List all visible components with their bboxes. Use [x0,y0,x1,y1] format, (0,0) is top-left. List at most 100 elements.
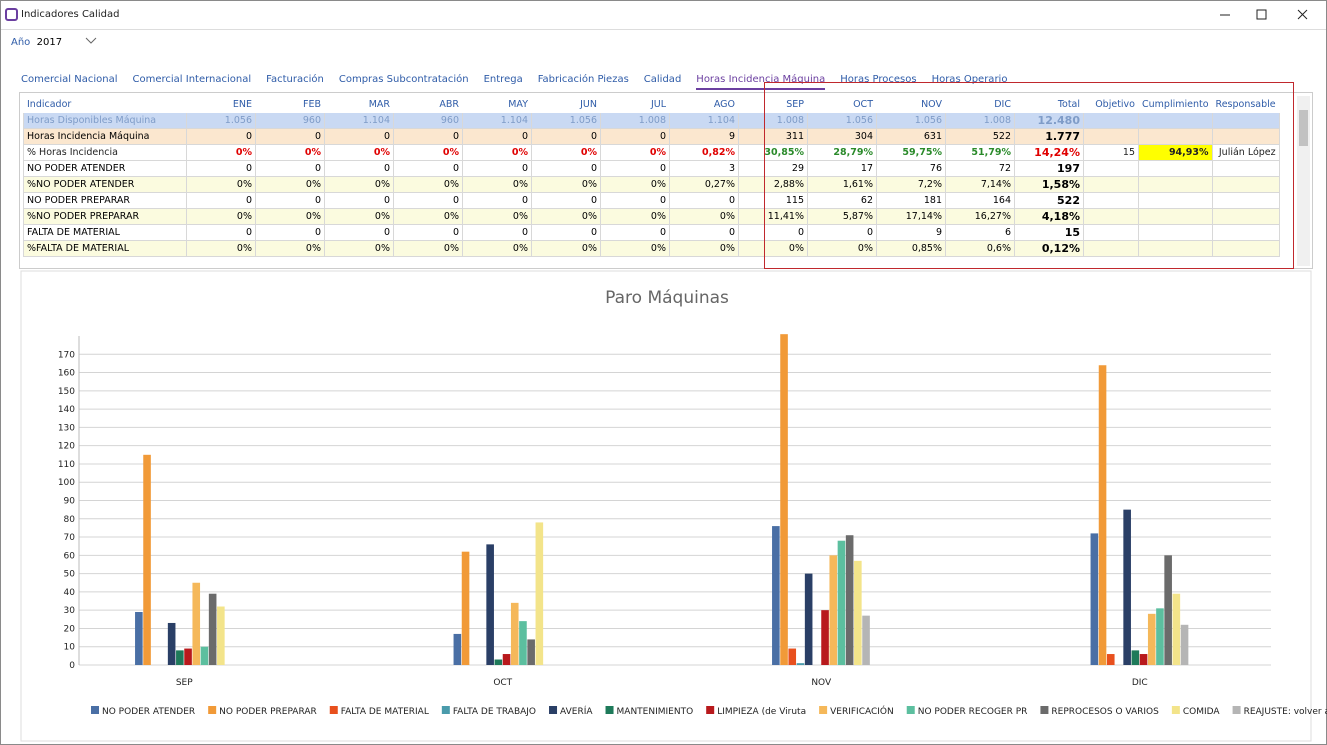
bar [829,555,838,665]
table-cell: 0 [393,192,463,209]
table-cell: 0,27% [669,176,739,193]
bar [143,454,151,665]
table-cell: 0% [600,208,670,225]
legend-label: AVERÍA [560,705,593,717]
year-filter[interactable]: Año 2017 [11,37,97,48]
table-cell: 1.056 [186,112,256,129]
tab[interactable]: Horas Operario [931,74,1008,85]
table-cell: 0 [531,160,601,177]
tab[interactable]: Fabricación Piezas [537,74,629,85]
table-cell: 0 [600,224,670,241]
table-cell: 960 [393,112,463,129]
legend-label: MANTENIMIENTO [617,707,694,717]
table-cell: 0 [531,128,601,145]
tab[interactable]: Horas Incidencia Máquina [696,74,826,90]
table-cell: 1.777 [1014,128,1084,145]
legend-label: FALTA DE TRABAJO [453,707,536,717]
legend-swatch [441,706,450,714]
y-tick-label: 20 [64,624,76,634]
table-cell: 0% [186,144,256,161]
table-cell: 0% [531,240,601,257]
bar [519,621,527,665]
bar [1156,608,1164,665]
tab[interactable]: Compras Subcontratación [338,74,469,85]
bar [796,663,805,665]
window-buttons[interactable] [1206,1,1326,29]
tab[interactable]: Facturación [266,74,324,85]
table-cell [1211,240,1280,257]
table-cell: 0% [186,176,256,193]
x-tick-label: OCT [493,678,512,688]
table-cell: 0 [531,192,601,209]
bar [1139,654,1148,665]
y-tick-label: 50 [64,570,76,580]
legend-swatch [1171,706,1180,714]
table-row: %NO PODER ATENDER 0% 0% 0% 0% 0% 0% 0% 0,27% 2,88… [23,176,1280,193]
legend-swatch [329,706,338,714]
bar [192,582,201,665]
table-cell: 0,12% [1014,240,1084,257]
table-row: NO PODER PREPARAR 0 0 0 0 0 0 0 0 115 62 181 164 522 [23,192,1280,209]
tab[interactable]: Entrega [483,74,523,85]
filter-value[interactable]: 2017 [36,37,63,48]
table-cell: 0 [393,128,463,145]
table-cell: 0 [186,224,256,241]
table-cell: 0 [324,128,394,145]
table-cell: 0% [393,240,463,257]
y-tick-label: 70 [64,533,76,543]
table-cell: 0% [255,240,325,257]
legend-label: NO PODER RECOGER PR [918,707,1028,717]
tab[interactable]: Comercial Nacional [21,74,118,85]
chart-frame [20,270,1312,742]
bar [821,610,829,665]
table-cell: NO PODER ATENDER [23,160,187,177]
y-tick-label: 40 [64,588,76,598]
bar [1098,365,1107,665]
table-cell: %NO PODER ATENDER [23,176,187,193]
chart-title: Paro Máquinas [605,288,729,308]
bar [184,648,192,665]
tab[interactable]: Calidad [643,74,682,85]
legend-swatch [549,706,558,714]
table-cell: 0 [462,128,532,145]
table-cell: 0 [255,160,325,177]
y-tick-label: 100 [58,478,75,488]
y-tick-label: 140 [58,405,75,415]
table-cell: 0% [186,208,256,225]
bar [854,560,862,665]
table-row: % Horas Incidencia 0% 0% 0% 0% 0% 0% 0% 0,82% 30,… [23,144,1280,161]
table-cell [1083,240,1139,257]
table-cell: 3 [669,160,739,177]
legend-swatch [605,706,614,714]
tab[interactable]: Comercial Internacional [132,74,252,85]
bar [486,544,494,665]
table-cell: 0% [255,176,325,193]
maximize[interactable] [1256,9,1267,20]
legend-swatch [91,706,99,714]
table-cell: 960 [255,112,325,129]
table-row: %FALTA DE MATERIAL 0% 0% 0% 0% 0% 0% 0% 0% 0% 0% 0,… [23,240,1280,257]
table-cell: 1.104 [462,112,532,129]
table-cell: 0% [324,144,394,161]
y-tick-label: 30 [64,606,76,616]
tab[interactable]: Horas Procesos [840,74,917,85]
table-cell: 0 [255,192,325,209]
y-tick-label: 0 [69,661,75,671]
table-cell: 0 [600,128,670,145]
bar [494,659,503,665]
table-cell: 0 [462,192,532,209]
table-cell: 0% [462,240,532,257]
scrollbar[interactable] [1297,96,1310,266]
table-cell: 9 [669,128,739,145]
table-cell: 0% [669,208,739,225]
table-cell: 0% [669,240,739,257]
y-tick-label: 170 [58,350,75,360]
dropdown-arrow[interactable] [85,37,97,45]
y-tick-label: 60 [64,551,76,561]
highlight-box [764,82,1294,269]
close[interactable] [1297,9,1308,20]
table-cell: 0 [462,224,532,241]
table-cell: 0% [324,208,394,225]
window-title: Indicadores Calidad [21,9,120,20]
